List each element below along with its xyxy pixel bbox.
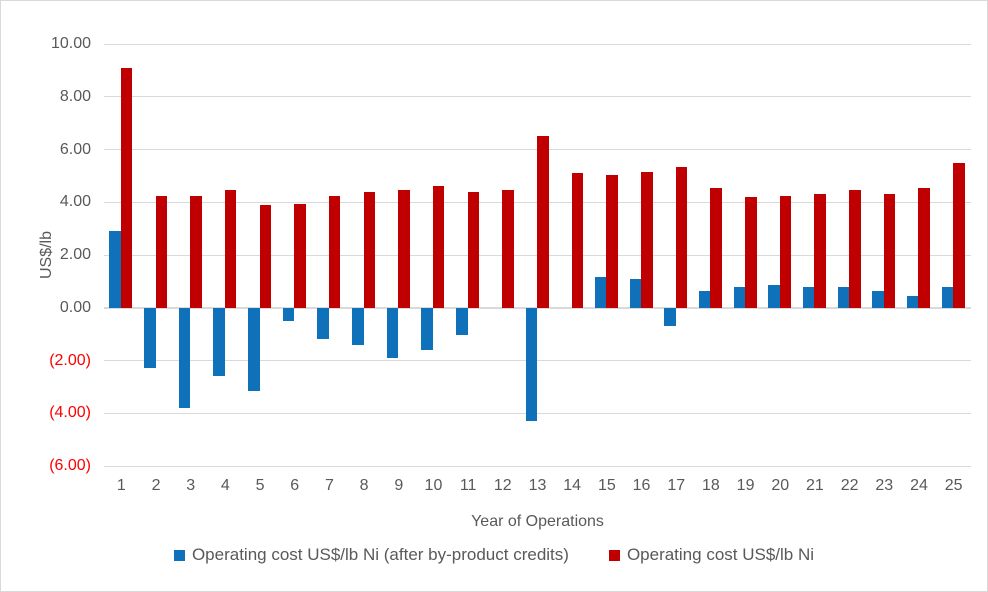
y-tick-label: (2.00) bbox=[49, 351, 91, 369]
gridline bbox=[104, 43, 971, 45]
bar-after-credits-year-8 bbox=[352, 307, 364, 345]
bar-after-credits-year-2 bbox=[144, 307, 156, 369]
bar-operating-cost-year-5 bbox=[259, 204, 272, 308]
legend-item-after-credits: Operating cost US$/lb Ni (after by-produ… bbox=[173, 545, 569, 565]
bar-after-credits-year-11 bbox=[456, 307, 468, 336]
bar-operating-cost-year-19 bbox=[745, 196, 757, 308]
bar-after-credits-year-3 bbox=[178, 307, 191, 408]
bar-after-credits-year-21 bbox=[802, 286, 815, 308]
y-tick-label: 0.00 bbox=[59, 298, 91, 316]
bar-after-credits-year-10 bbox=[421, 307, 433, 350]
x-tick-label-year-17: 17 bbox=[667, 477, 686, 494]
bar-after-credits-year-22 bbox=[837, 286, 850, 308]
x-tick-label-year-6: 6 bbox=[290, 477, 300, 494]
bar-after-credits-year-17 bbox=[664, 307, 676, 327]
bar-after-credits-year-16 bbox=[629, 278, 642, 308]
bar-after-credits-year-1 bbox=[109, 231, 121, 308]
bar-operating-cost-year-25 bbox=[953, 162, 965, 308]
bar-operating-cost-year-14 bbox=[571, 173, 584, 308]
x-tick-label-year-23: 23 bbox=[875, 477, 894, 494]
legend-item-operating-cost: Operating cost US$/lb Ni bbox=[608, 545, 815, 565]
gridline bbox=[104, 412, 971, 414]
bar-operating-cost-year-15 bbox=[606, 174, 618, 308]
legend-label-operating-cost: Operating cost US$/lb Ni bbox=[626, 545, 815, 564]
x-tick-label-year-4: 4 bbox=[220, 477, 230, 494]
y-tick-label: 2.00 bbox=[59, 246, 91, 263]
x-tick-label-year-25: 25 bbox=[944, 477, 963, 494]
y-tick-label: (4.00) bbox=[49, 404, 91, 422]
x-axis-line bbox=[104, 306, 971, 309]
bar-operating-cost-year-10 bbox=[432, 186, 445, 308]
bar-operating-cost-year-18 bbox=[710, 187, 722, 308]
bar-operating-cost-year-12 bbox=[502, 190, 514, 308]
bar-operating-cost-year-11 bbox=[467, 191, 480, 308]
bar-after-credits-year-6 bbox=[282, 307, 295, 321]
bar-after-credits-year-15 bbox=[594, 277, 607, 308]
bar-operating-cost-year-6 bbox=[294, 203, 306, 308]
legend: Operating cost US$/lb Ni (after by-produ… bbox=[1, 545, 987, 565]
bar-after-credits-year-5 bbox=[248, 307, 260, 391]
x-tick-label-year-10: 10 bbox=[424, 477, 443, 494]
bar-after-credits-year-19 bbox=[733, 286, 746, 308]
bar-operating-cost-year-24 bbox=[918, 187, 930, 308]
bar-after-credits-year-9 bbox=[386, 307, 399, 358]
bar-after-credits-year-20 bbox=[768, 285, 780, 308]
bar-after-credits-year-18 bbox=[698, 290, 711, 308]
gridline bbox=[104, 360, 971, 361]
bar-after-credits-year-24 bbox=[906, 295, 919, 308]
x-tick-label-year-11: 11 bbox=[459, 477, 477, 494]
x-tick-label-year-20: 20 bbox=[771, 477, 790, 494]
bar-operating-cost-year-17 bbox=[675, 166, 688, 308]
x-tick-label-year-12: 12 bbox=[493, 477, 512, 494]
gridline bbox=[104, 465, 971, 467]
x-tick-label-year-15: 15 bbox=[597, 477, 616, 494]
x-tick-label-year-18: 18 bbox=[701, 477, 720, 494]
x-tick-label-year-9: 9 bbox=[394, 477, 404, 494]
bar-after-credits-year-13 bbox=[525, 307, 537, 422]
bar-after-credits-year-4 bbox=[213, 307, 225, 377]
bar-operating-cost-year-7 bbox=[328, 195, 341, 308]
x-tick-label-year-16: 16 bbox=[632, 477, 651, 494]
bar-after-credits-year-23 bbox=[872, 290, 884, 308]
x-tick-label-year-24: 24 bbox=[910, 477, 928, 494]
legend-swatch-operating-cost bbox=[608, 549, 620, 561]
x-tick-label-year-1: 1 bbox=[116, 477, 126, 494]
x-tick-label-year-2: 2 bbox=[151, 477, 161, 494]
x-tick-label-year-5: 5 bbox=[255, 477, 265, 494]
x-axis-title: Year of Operations bbox=[471, 513, 604, 530]
x-tick-label-year-3: 3 bbox=[186, 477, 196, 494]
bar-operating-cost-year-9 bbox=[398, 190, 410, 308]
x-tick-label-year-14: 14 bbox=[563, 477, 582, 494]
bar-operating-cost-year-20 bbox=[779, 195, 792, 308]
y-tick-label: 8.00 bbox=[59, 87, 91, 105]
bar-operating-cost-year-2 bbox=[155, 195, 168, 308]
bar-operating-cost-year-8 bbox=[363, 191, 376, 308]
bar-operating-cost-year-1 bbox=[120, 67, 133, 308]
y-tick-label: 4.00 bbox=[59, 193, 91, 211]
y-tick-label: 10.00 bbox=[50, 35, 91, 52]
bar-operating-cost-year-13 bbox=[537, 136, 549, 308]
x-tick-label-year-21: 21 bbox=[806, 477, 824, 494]
y-tick-label: (6.00) bbox=[49, 457, 91, 474]
legend-label-after-credits: Operating cost US$/lb Ni (after by-produ… bbox=[191, 545, 569, 564]
x-tick-label-year-8: 8 bbox=[359, 477, 369, 494]
bar-operating-cost-year-23 bbox=[883, 194, 896, 308]
bar-after-credits-year-25 bbox=[941, 286, 954, 308]
legend-swatch-after-credits bbox=[173, 549, 185, 561]
bar-operating-cost-year-3 bbox=[190, 195, 202, 308]
gridline bbox=[104, 96, 971, 98]
x-tick-label-year-19: 19 bbox=[736, 477, 755, 494]
x-tick-label-year-13: 13 bbox=[528, 477, 547, 494]
bar-operating-cost-year-4 bbox=[224, 190, 237, 308]
x-tick-label-year-22: 22 bbox=[840, 477, 859, 494]
bar-operating-cost-year-16 bbox=[641, 171, 653, 308]
x-tick-label-year-7: 7 bbox=[324, 477, 334, 494]
bar-after-credits-year-7 bbox=[317, 307, 329, 340]
bar-operating-cost-year-21 bbox=[814, 194, 826, 308]
bar-operating-cost-year-22 bbox=[849, 190, 861, 308]
y-tick-label: 6.00 bbox=[59, 140, 91, 158]
